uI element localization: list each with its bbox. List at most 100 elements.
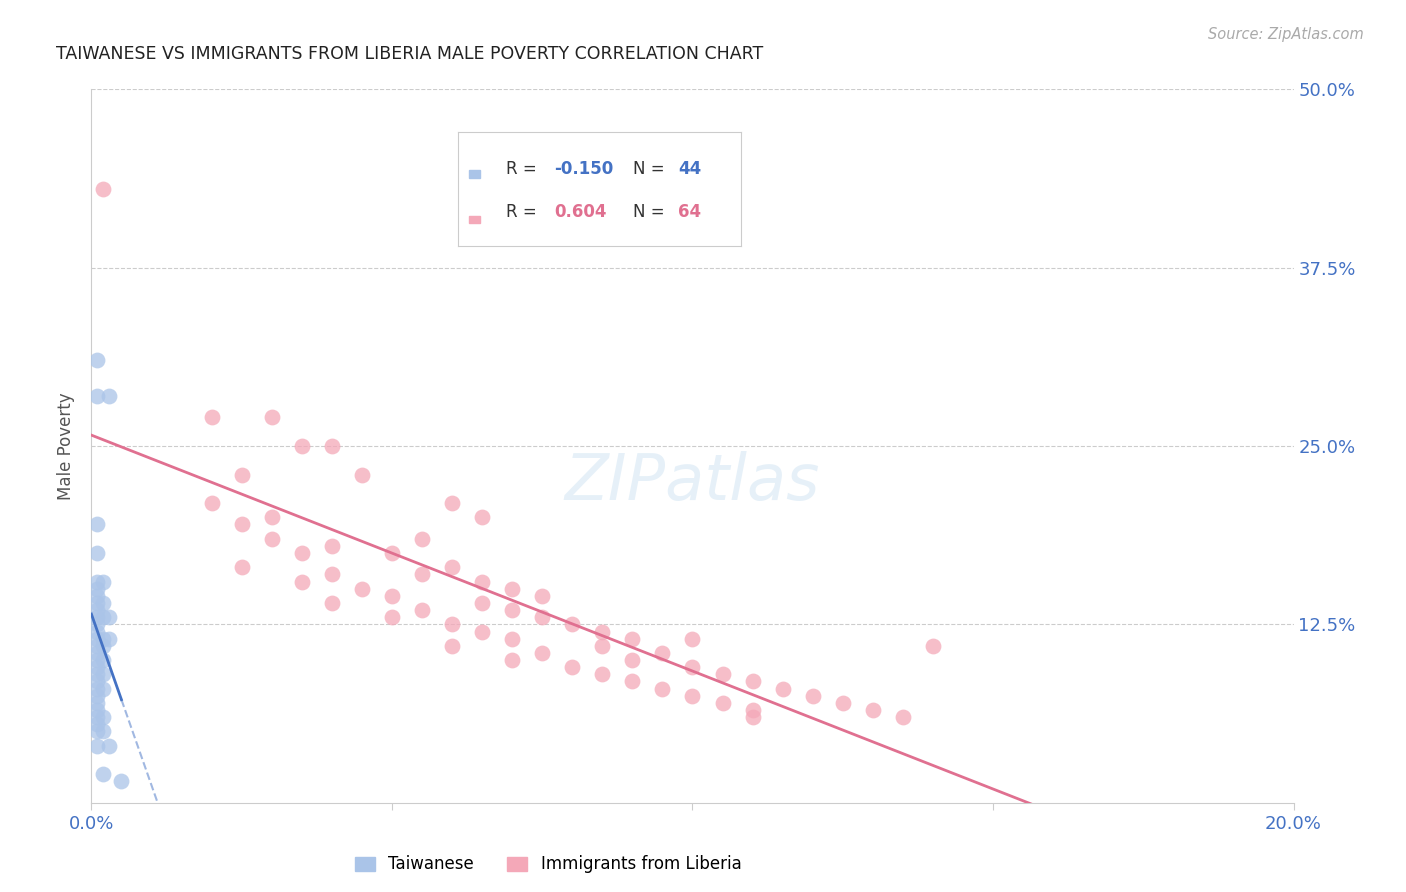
Text: Source: ZipAtlas.com: Source: ZipAtlas.com [1208, 27, 1364, 42]
Point [350, 582, 373, 596]
Point [591, 624, 613, 639]
Point [291, 546, 314, 560]
Point [621, 653, 644, 667]
Point [98, 610, 121, 624]
Point [411, 567, 433, 582]
Legend: Taiwanese, Immigrants from Liberia: Taiwanese, Immigrants from Liberia [349, 849, 748, 880]
Point [862, 703, 884, 717]
Point [93, 632, 115, 646]
Point [260, 510, 283, 524]
Point [531, 610, 554, 624]
Point [621, 674, 644, 689]
Point [801, 689, 824, 703]
Point [471, 574, 494, 589]
Point [86, 689, 108, 703]
Point [831, 696, 853, 710]
Point [93, 574, 115, 589]
Point [98, 632, 121, 646]
Point [231, 467, 253, 482]
Point [381, 589, 404, 603]
Point [440, 560, 463, 574]
Point [651, 681, 673, 696]
Point [86, 617, 108, 632]
Point [98, 389, 121, 403]
Point [681, 660, 703, 674]
Point [591, 639, 613, 653]
Point [411, 603, 433, 617]
Point [471, 624, 494, 639]
Point [501, 603, 523, 617]
Point [86, 389, 108, 403]
Point [350, 467, 373, 482]
Point [681, 632, 703, 646]
Point [86, 710, 108, 724]
Point [440, 496, 463, 510]
Point [86, 674, 108, 689]
Point [93, 710, 115, 724]
Point [86, 574, 108, 589]
Point [86, 582, 108, 596]
Point [741, 710, 763, 724]
Point [922, 639, 945, 653]
Point [86, 667, 108, 681]
Point [231, 560, 253, 574]
Point [561, 617, 583, 632]
Point [231, 517, 253, 532]
Point [93, 653, 115, 667]
Point [86, 596, 108, 610]
Text: ZIPatlas: ZIPatlas [565, 450, 820, 513]
Point [98, 739, 121, 753]
Point [93, 767, 115, 781]
Point [741, 674, 763, 689]
Point [381, 610, 404, 624]
Point [110, 774, 132, 789]
Point [86, 653, 108, 667]
Point [291, 574, 314, 589]
Point [86, 681, 108, 696]
Point [201, 410, 224, 425]
Point [93, 610, 115, 624]
Point [501, 653, 523, 667]
Point [651, 646, 673, 660]
Point [93, 639, 115, 653]
Point [321, 439, 343, 453]
Point [93, 681, 115, 696]
Point [531, 589, 554, 603]
Point [93, 182, 115, 196]
Point [86, 646, 108, 660]
Text: TAIWANESE VS IMMIGRANTS FROM LIBERIA MALE POVERTY CORRELATION CHART: TAIWANESE VS IMMIGRANTS FROM LIBERIA MAL… [56, 45, 763, 62]
Point [86, 603, 108, 617]
Point [621, 632, 644, 646]
Point [561, 660, 583, 674]
Point [260, 410, 283, 425]
Point [440, 639, 463, 653]
Point [681, 689, 703, 703]
Point [471, 510, 494, 524]
Point [86, 717, 108, 731]
Point [93, 596, 115, 610]
Point [531, 646, 554, 660]
Point [86, 703, 108, 717]
Point [86, 639, 108, 653]
Point [86, 632, 108, 646]
Point [321, 539, 343, 553]
Point [86, 624, 108, 639]
Point [471, 596, 494, 610]
Point [86, 696, 108, 710]
Point [411, 532, 433, 546]
Y-axis label: Male Poverty: Male Poverty [58, 392, 76, 500]
Point [93, 724, 115, 739]
Point [891, 710, 914, 724]
Point [201, 496, 224, 510]
Point [501, 632, 523, 646]
Point [501, 582, 523, 596]
Point [291, 439, 314, 453]
Point [591, 667, 613, 681]
Point [772, 681, 794, 696]
Point [321, 567, 343, 582]
Point [260, 532, 283, 546]
Point [86, 610, 108, 624]
Point [86, 546, 108, 560]
Point [93, 667, 115, 681]
Point [86, 739, 108, 753]
